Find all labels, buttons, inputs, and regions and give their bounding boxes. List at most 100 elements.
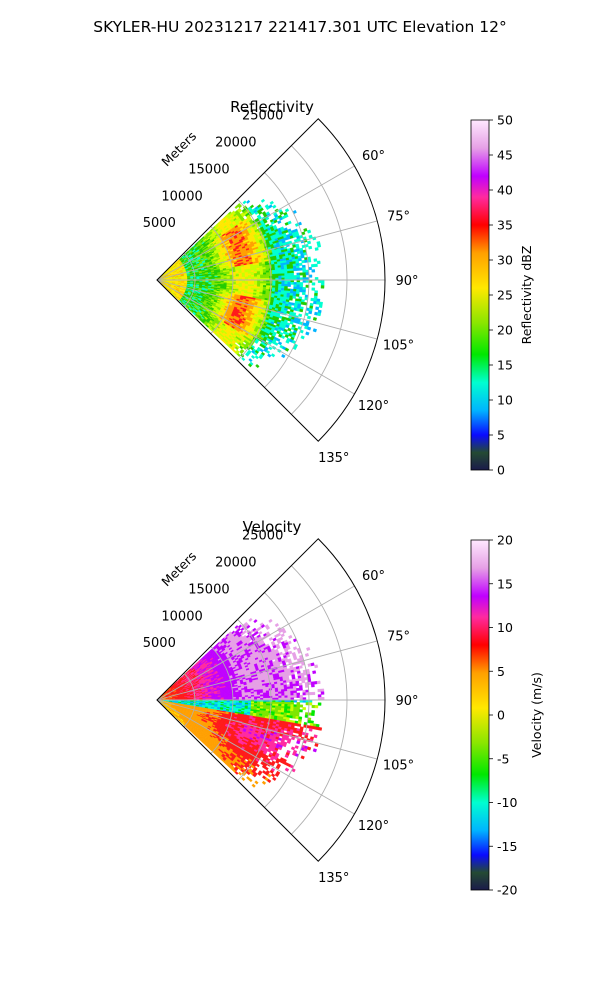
echo-cell [268,618,273,623]
range-tick-label: 10000 [161,189,202,204]
echo-cell [312,328,317,333]
colorbar-tick-label: 45 [497,148,513,163]
echo-cell [284,284,288,287]
echo-cell [284,273,288,276]
echo-cell [292,295,297,299]
echo-cell [278,281,282,285]
reflectivity-title: Reflectivity [230,98,314,116]
reflectivity-azimuth-labels: 60°75°90°105°120°135° [318,149,418,466]
colorbar-tick-label: 50 [497,113,513,128]
echo-cell [266,281,270,284]
echo-cell [287,220,292,225]
echo-cell [263,219,268,224]
echo-cell [320,282,325,286]
echo-cell [298,257,302,262]
echo-cell [237,204,243,209]
echo-cell [284,214,289,219]
azimuth-tick-label: 60° [362,149,385,164]
echo-cell [287,270,291,274]
colorbar-tick-label: 25 [497,288,513,303]
echo-cell [290,282,294,285]
echo-cell [306,229,312,234]
echo-cell [278,636,284,641]
echo-cell [317,312,322,317]
echo-cell [280,335,286,340]
echo-cell [299,289,303,293]
echo-cell [274,341,279,346]
echo-cell [308,245,313,250]
echo-cell [276,337,281,342]
echo-cell [248,617,253,622]
echo-cell [293,268,297,272]
echo-cell [278,275,282,279]
echo-cell [301,291,306,296]
echo-cell [287,640,292,645]
echo-cell [278,273,282,277]
echo-cell [259,207,264,212]
velocity-echo-field [158,617,325,788]
echo-cell [302,274,307,278]
echo-cell [281,275,285,279]
reflectivity-echo-field [158,198,325,369]
echo-cell [274,622,280,628]
echo-cell [299,282,304,286]
echo-cell [299,267,303,271]
echo-cell [272,273,276,277]
echo-cell [275,273,279,277]
colorbar-tick-label: 0 [497,463,505,478]
echo-cell [287,284,291,287]
echo-cell [300,255,305,259]
azimuth-tick-label: 105° [383,339,414,354]
echo-cell [295,293,300,297]
echo-cell [293,282,298,285]
echo-cell [241,357,246,362]
colorbar-tick-label: 40 [497,183,513,198]
echo-cell [311,263,315,268]
echo-cell [314,263,318,268]
echo-cell [258,631,263,635]
echo-cell [288,634,293,639]
echo-cell [318,304,323,308]
echo-cell [284,208,290,213]
echo-cell [275,281,279,285]
reflectivity-colorbar-bar [470,119,490,471]
echo-cell [289,297,293,301]
echo-cell [250,276,255,279]
echo-cell [242,630,247,635]
echo-cell [280,633,285,638]
echo-cell [267,353,272,358]
echo-cell [301,259,306,264]
echo-cell [284,271,288,274]
range-tick-label: 25000 [242,109,283,124]
echo-cell [296,267,300,271]
echo-cell [299,308,304,313]
echo-cell [299,272,304,276]
echo-cell [255,363,260,369]
echo-cell [306,326,312,331]
echo-cell [296,286,300,290]
echo-cell [298,313,303,318]
echo-cell [278,271,282,275]
echo-cell [284,281,288,285]
echo-cell [287,281,291,285]
range-tick-label: 20000 [215,136,256,151]
echo-cell [242,200,247,205]
echo-cell [281,283,285,287]
echo-cell [254,276,258,279]
echo-cell [303,227,308,232]
echo-cell [300,335,305,340]
azimuth-tick-label: 90° [395,274,418,289]
echo-cell [298,262,303,266]
echo-cell [302,269,306,273]
echo-cell [308,234,313,239]
echo-cell [260,198,266,203]
echo-cell [269,200,274,205]
azimuth-tick-label: 75° [387,209,410,224]
echo-cell [306,240,312,245]
echo-cell [293,275,298,278]
echo-cell [310,297,315,302]
echo-cell [257,276,261,279]
